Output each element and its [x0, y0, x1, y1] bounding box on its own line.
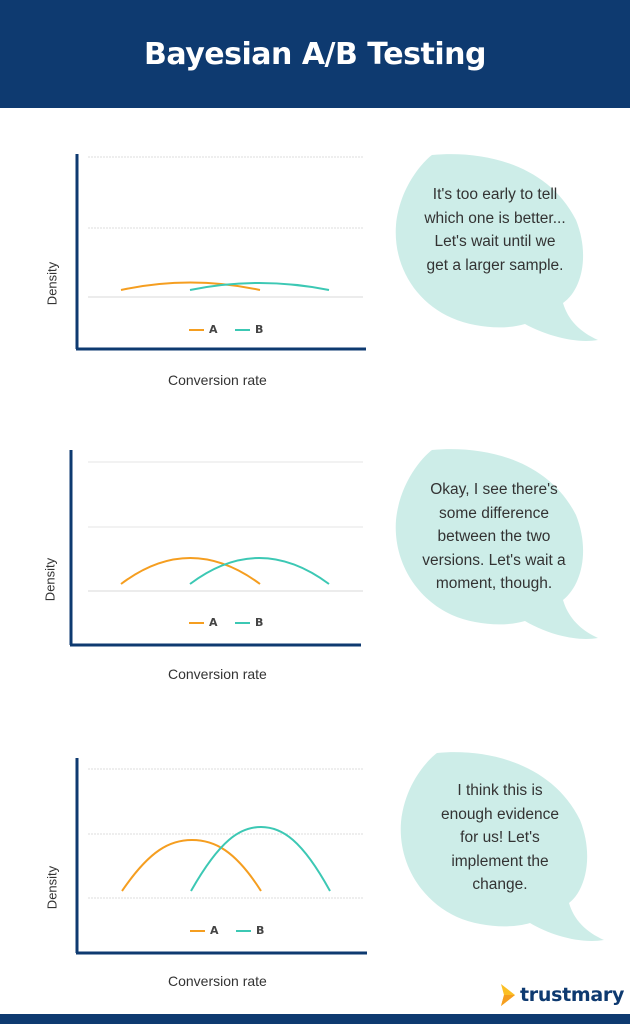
logo-wordmark: trustmary [520, 984, 625, 1006]
speech-bubble [395, 154, 598, 341]
bubble-text: Okay, I see there's some difference betw… [422, 481, 566, 592]
footer-bar [0, 1014, 630, 1024]
series-a-curve [121, 838, 262, 892]
series-a-curve [120, 281, 261, 291]
x-axis-label: Conversion rate [168, 372, 267, 388]
legend-a-label: A [209, 323, 218, 336]
bubble-text: I think this is enough evidence for us! … [440, 782, 560, 893]
header-banner: Bayesian A/B Testing [0, 0, 630, 108]
series-b-curve [190, 825, 331, 892]
y-axis-label: Density [44, 865, 60, 910]
x-axis-label: Conversion rate [168, 666, 267, 682]
series-b-curve [189, 282, 330, 291]
page-title: Bayesian A/B Testing [144, 36, 486, 72]
x-axis-label: Conversion rate [168, 973, 267, 989]
speech-bubble [395, 449, 598, 639]
trustmary-logo: trustmary [500, 984, 624, 1006]
legend-a-label: A [210, 924, 219, 937]
legend-b-label: B [255, 616, 264, 629]
legend-b-label: B [255, 323, 264, 336]
series-a-curve [120, 557, 261, 585]
series-b-curve [189, 557, 330, 585]
legend-a-label: A [209, 616, 218, 629]
bubble-text: It's too early to tell which one is bett… [424, 186, 566, 274]
legend-b-label: B [256, 924, 265, 937]
logo-chevron-icon [501, 984, 515, 1006]
y-axis-label: Density [42, 557, 58, 602]
speech-bubble [400, 752, 604, 941]
y-axis-label: Density [44, 261, 60, 306]
